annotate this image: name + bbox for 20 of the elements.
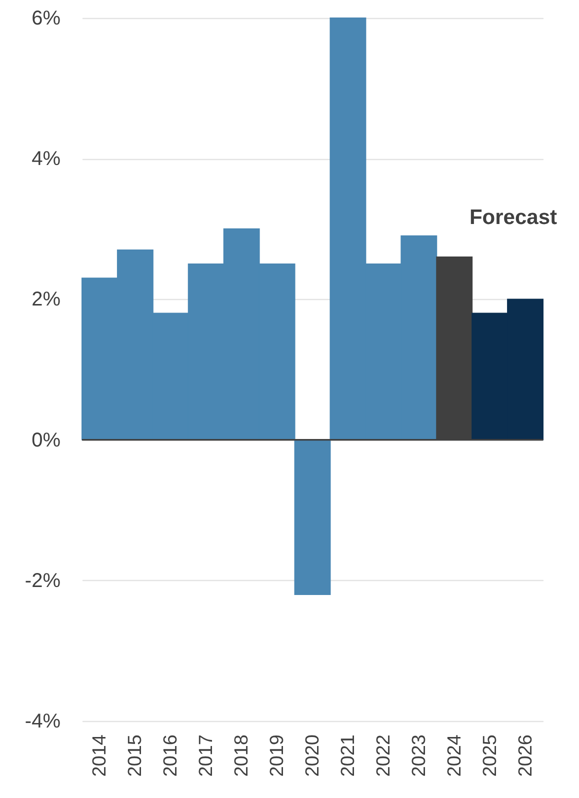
x-tick-label: 2021: [338, 734, 359, 777]
y-tick-label: 0%: [32, 429, 61, 452]
x-tick-label: 2016: [160, 734, 182, 777]
y-tick-label: -4%: [24, 710, 61, 732]
y-tick-label: -2%: [24, 570, 61, 592]
x-tick-label: 2014: [90, 734, 111, 777]
y-tick-label: 6%: [32, 8, 61, 30]
x-tick-label: 2023: [408, 734, 430, 777]
x-tick-label: 2017: [196, 734, 218, 777]
x-tick-label: 2019: [267, 734, 288, 777]
annotation: Forecast: [469, 206, 557, 229]
x-tick-label: 2026: [515, 734, 536, 777]
x-tick-label: 2020: [302, 734, 324, 777]
x-tick-label: 2015: [125, 734, 146, 777]
x-tick-label: 2025: [480, 734, 501, 777]
x-tick-label: 2018: [232, 734, 253, 777]
x-tick-label: 2024: [444, 734, 466, 777]
y-tick-label: 4%: [32, 148, 61, 170]
y-tick-label: 2%: [32, 288, 61, 311]
x-tick-label: 2022: [373, 734, 394, 777]
